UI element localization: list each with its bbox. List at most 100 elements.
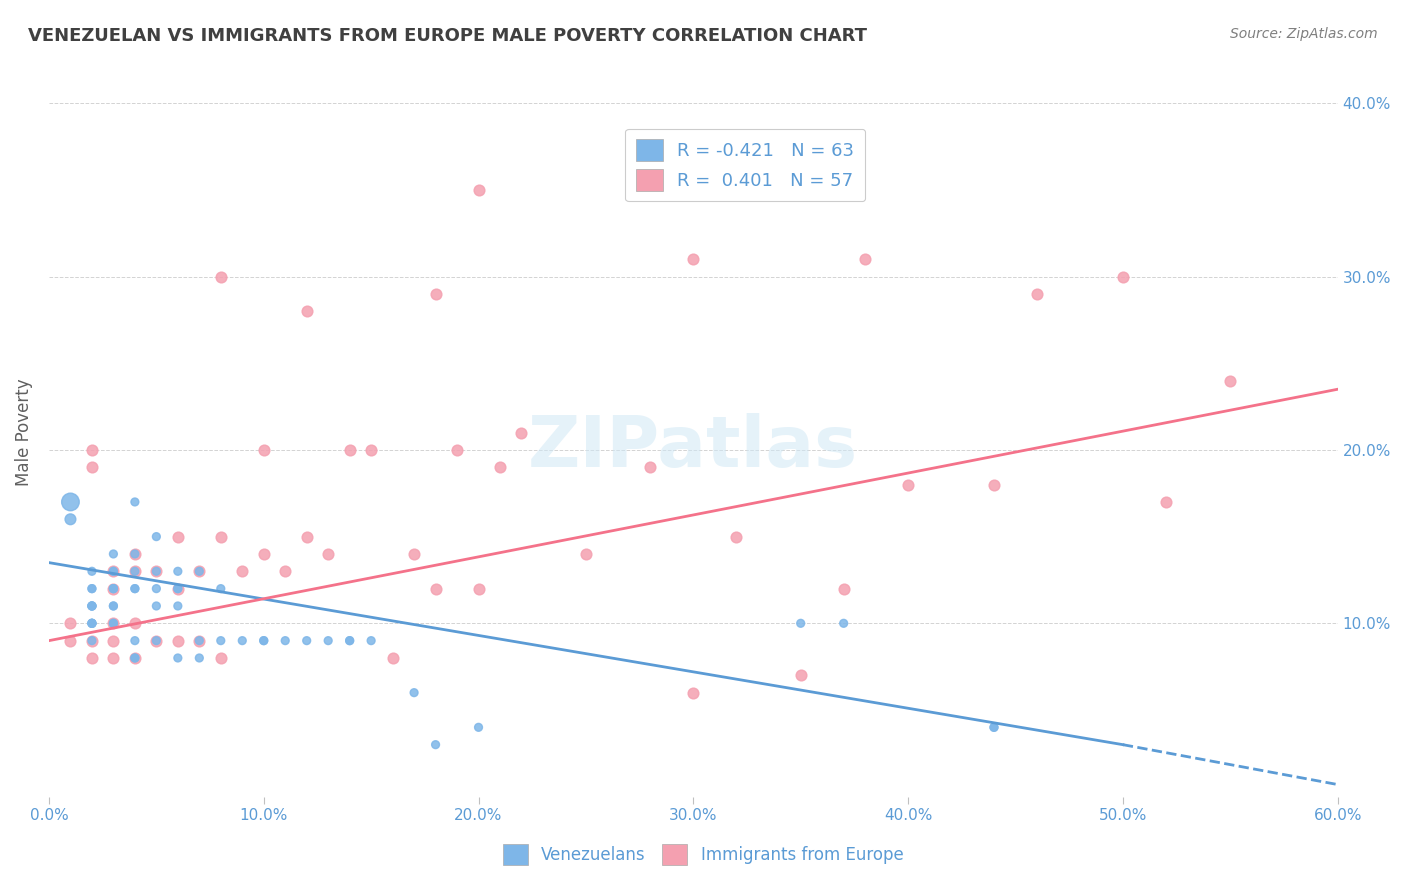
Point <box>316 547 339 561</box>
Point <box>209 633 232 648</box>
Point <box>510 425 533 440</box>
Point <box>209 269 232 284</box>
Point <box>166 530 188 544</box>
Point <box>124 564 146 578</box>
Point <box>253 442 276 457</box>
Text: ZIPatlas: ZIPatlas <box>529 413 859 482</box>
Point <box>682 252 704 267</box>
Point <box>59 616 82 631</box>
Point <box>640 460 662 475</box>
Point <box>145 633 167 648</box>
Legend: Venezuelans, Immigrants from Europe: Venezuelans, Immigrants from Europe <box>492 834 914 875</box>
Point <box>253 633 276 648</box>
Point <box>124 564 146 578</box>
Point <box>853 252 876 267</box>
Point <box>80 616 103 631</box>
Point <box>59 495 82 509</box>
Point <box>446 442 468 457</box>
Point <box>80 633 103 648</box>
Point <box>295 530 318 544</box>
Point <box>80 599 103 613</box>
Point <box>103 582 125 596</box>
Point <box>145 530 167 544</box>
Point <box>188 633 211 648</box>
Point <box>124 547 146 561</box>
Point <box>425 286 447 301</box>
Point <box>188 633 211 648</box>
Point <box>166 582 188 596</box>
Point <box>103 564 125 578</box>
Point <box>80 599 103 613</box>
Point <box>832 616 855 631</box>
Point <box>103 616 125 631</box>
Point <box>1112 269 1135 284</box>
Point <box>339 633 361 648</box>
Point <box>404 547 426 561</box>
Point <box>381 651 404 665</box>
Point <box>983 720 1005 734</box>
Point <box>274 633 297 648</box>
Point <box>103 616 125 631</box>
Point <box>145 564 167 578</box>
Point <box>339 442 361 457</box>
Point <box>253 547 276 561</box>
Point <box>166 564 188 578</box>
Point <box>339 633 361 648</box>
Point <box>124 633 146 648</box>
Point <box>80 442 103 457</box>
Point <box>832 582 855 596</box>
Point <box>80 599 103 613</box>
Point <box>425 738 447 752</box>
Point <box>145 582 167 596</box>
Point <box>80 651 103 665</box>
Point <box>124 651 146 665</box>
Point <box>188 651 211 665</box>
Point <box>1026 286 1049 301</box>
Point <box>103 582 125 596</box>
Point <box>145 633 167 648</box>
Point <box>425 582 447 596</box>
Point <box>103 582 125 596</box>
Point <box>231 564 253 578</box>
Point <box>360 633 382 648</box>
Point <box>467 720 489 734</box>
Point <box>80 616 103 631</box>
Point <box>124 582 146 596</box>
Point <box>316 633 339 648</box>
Point <box>166 582 188 596</box>
Point <box>983 477 1005 491</box>
Point <box>103 633 125 648</box>
Point <box>274 564 297 578</box>
Point <box>188 564 211 578</box>
Point <box>209 651 232 665</box>
Point <box>59 633 82 648</box>
Point <box>209 582 232 596</box>
Point <box>103 651 125 665</box>
Point <box>124 547 146 561</box>
Point <box>80 633 103 648</box>
Point <box>404 686 426 700</box>
Text: Source: ZipAtlas.com: Source: ZipAtlas.com <box>1230 27 1378 41</box>
Point <box>103 616 125 631</box>
Point <box>295 304 318 318</box>
Point <box>166 582 188 596</box>
Point <box>360 442 382 457</box>
Point <box>789 616 811 631</box>
Point <box>467 183 489 197</box>
Point <box>166 599 188 613</box>
Point <box>124 616 146 631</box>
Point <box>124 651 146 665</box>
Point <box>103 564 125 578</box>
Point <box>725 530 748 544</box>
Point <box>983 720 1005 734</box>
Point <box>80 564 103 578</box>
Point <box>789 668 811 682</box>
Y-axis label: Male Poverty: Male Poverty <box>15 379 32 486</box>
Text: VENEZUELAN VS IMMIGRANTS FROM EUROPE MALE POVERTY CORRELATION CHART: VENEZUELAN VS IMMIGRANTS FROM EUROPE MAL… <box>28 27 868 45</box>
Point <box>80 582 103 596</box>
Point <box>489 460 512 475</box>
Point <box>209 530 232 544</box>
Point <box>80 460 103 475</box>
Point <box>103 582 125 596</box>
Point <box>188 564 211 578</box>
